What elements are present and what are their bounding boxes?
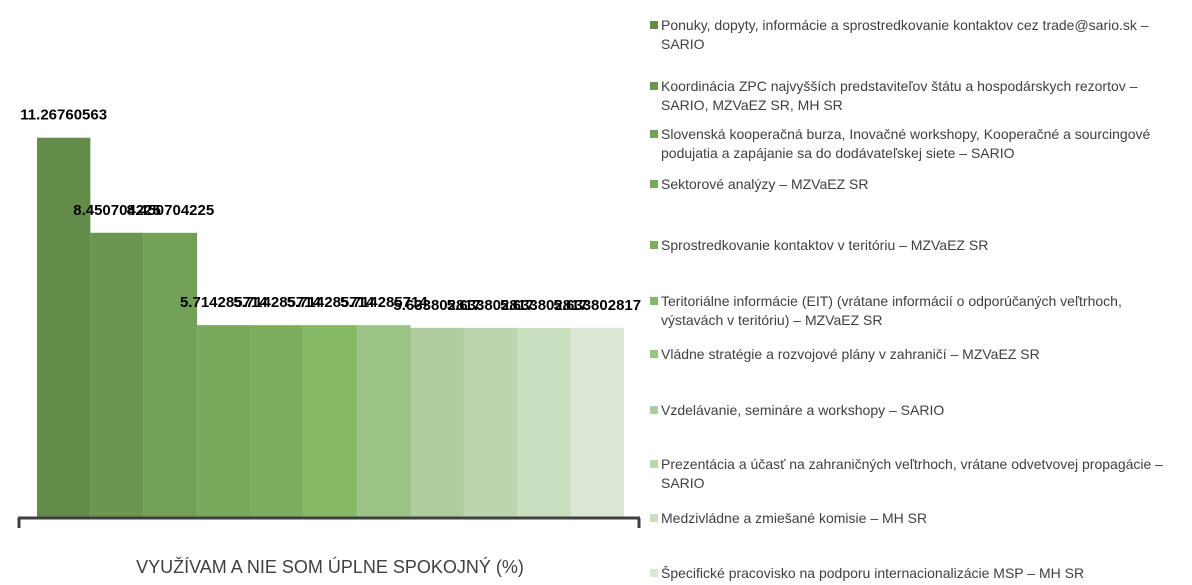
x-tick-label: VYUŽÍVAM A NIE SOM ÚPLNE SPOKOJNÝ (%) [136, 556, 524, 577]
legend-label: Slovenská kooperačná burza, Inovačné wor… [661, 126, 1151, 161]
legend-label: Sprostredkovanie kontaktov v teritóriu –… [661, 237, 989, 253]
legend-entry: Ponuky, dopyty, informácie a sprostredko… [650, 16, 1180, 54]
bar [90, 232, 144, 518]
data-label: 5.714285714 [233, 294, 321, 311]
legend-entry: Teritoriálne informácie (EIT) (vrátane i… [650, 292, 1180, 330]
legend-entry: Sprostredkovanie kontaktov v teritóriu –… [650, 236, 1180, 255]
bar [517, 327, 571, 518]
bar [37, 137, 91, 518]
legend-entry: Medzivládne a zmiešané komisie – MH SR [650, 509, 1180, 528]
legend-swatch [650, 514, 658, 522]
legend-label: Prezentácia a účasť na zahraničných veľt… [661, 456, 1163, 491]
legend-label: Vzdelávanie, semináre a workshopy – SARI… [661, 402, 945, 418]
legend-label: Medzivládne a zmiešané komisie – MH SR [661, 510, 928, 526]
data-label: 8.450704225 [127, 202, 215, 219]
legend-entry: Slovenská kooperačná burza, Inovačné wor… [650, 125, 1180, 163]
legend-swatch [650, 460, 658, 468]
legend-swatch [650, 82, 658, 90]
bar [410, 327, 464, 518]
legend-swatch [650, 21, 658, 29]
bar [303, 325, 358, 518]
data-label: 5.633802817 [500, 297, 588, 314]
legend-swatch [650, 241, 658, 249]
data-label: 5.714285714 [340, 294, 428, 311]
legend-entry: Vzdelávanie, semináre a workshopy – SARI… [650, 401, 1180, 420]
bar [250, 325, 304, 518]
bar [143, 232, 198, 518]
bar [197, 325, 251, 518]
legend-entry: Špecifické pracovisko na podporu interna… [650, 564, 1180, 583]
bar [463, 327, 518, 518]
legend-entry: Sektorové analýzy – MZVaEZ SR [650, 175, 1180, 194]
legend-entry: Vládne stratégie a rozvojové plány v zah… [650, 345, 1180, 364]
data-label: 5.714285714 [180, 294, 268, 311]
legend-swatch [650, 406, 658, 414]
legend-label: Sektorové analýzy – MZVaEZ SR [661, 176, 869, 192]
legend-label: Špecifické pracovisko na podporu interna… [661, 565, 1085, 581]
legend-label: Koordinácia ZPC najvyšších predstaviteľo… [661, 78, 1138, 113]
legend-label: Vládne stratégie a rozvojové plány v zah… [661, 346, 1040, 362]
data-label: 8.450704225 [73, 202, 161, 219]
bar [570, 327, 624, 518]
legend-swatch [650, 130, 658, 138]
bar [357, 325, 411, 518]
legend-swatch [650, 180, 658, 188]
legend-entry: Prezentácia a účasť na zahraničných veľt… [650, 455, 1180, 493]
legend-swatch [650, 297, 658, 305]
legend-label: Teritoriálne informácie (EIT) (vrátane i… [661, 293, 1122, 328]
data-label: 11.26760563 [20, 107, 107, 124]
legend-swatch [650, 569, 658, 577]
data-label: 5.633802817 [393, 297, 481, 314]
data-label: 5.633802817 [447, 297, 535, 314]
data-label: 5.714285714 [287, 294, 375, 311]
data-label: 5.633802817 [554, 297, 642, 314]
legend-entry: Koordinácia ZPC najvyšších predstaviteľo… [650, 77, 1180, 115]
legend-swatch [650, 350, 658, 358]
legend-label: Ponuky, dopyty, informácie a sprostredko… [661, 17, 1149, 52]
